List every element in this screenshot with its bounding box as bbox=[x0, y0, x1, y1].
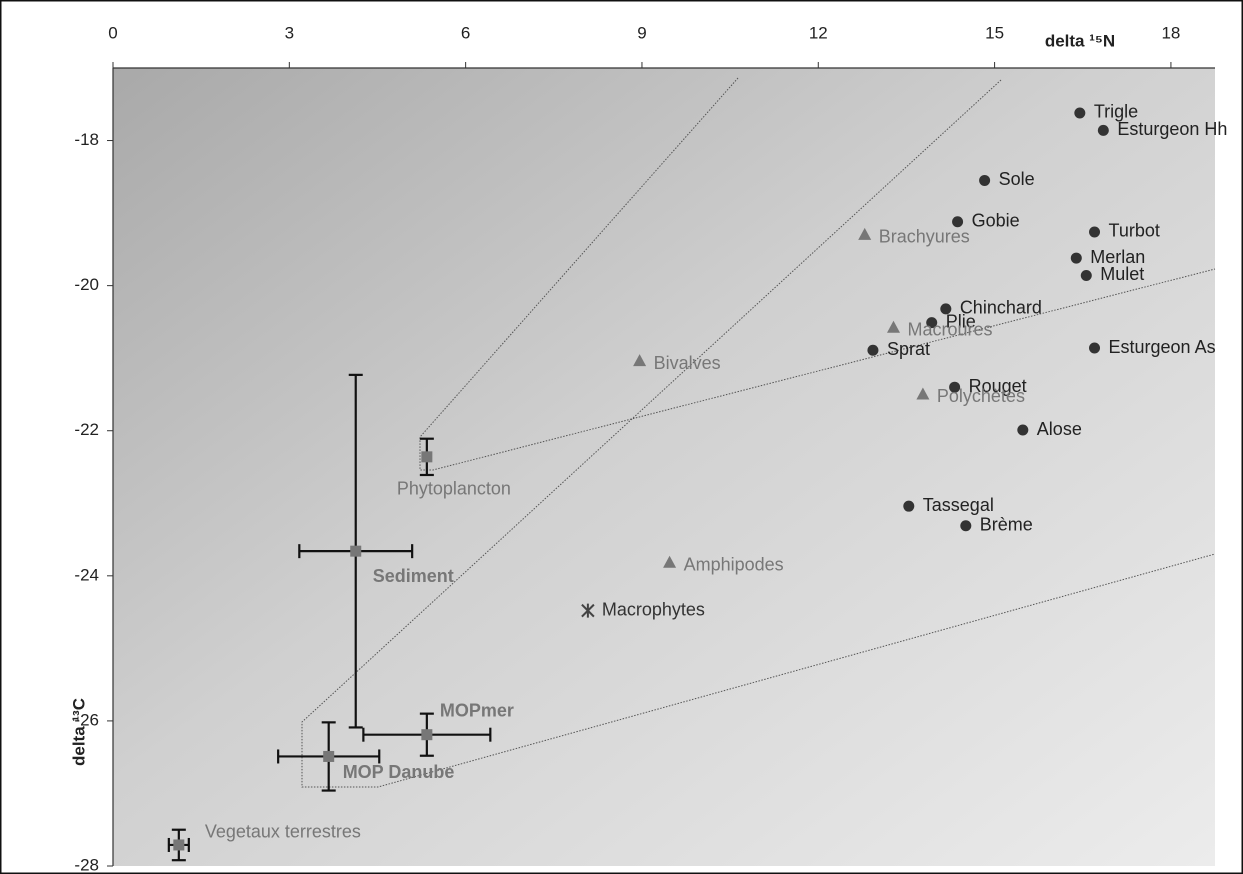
y-tick-label: -18 bbox=[74, 130, 99, 149]
point-label: Chinchard bbox=[960, 298, 1042, 318]
point bbox=[421, 729, 433, 741]
point-label: Trigle bbox=[1094, 102, 1138, 122]
point-label: Amphipodes bbox=[684, 555, 784, 575]
point bbox=[1080, 269, 1092, 281]
point bbox=[916, 387, 930, 400]
y-tick-label: -22 bbox=[74, 420, 99, 439]
point-label: Sole bbox=[999, 169, 1035, 189]
point-label: Phytoplancton bbox=[397, 479, 511, 499]
x-axis-label: delta ¹⁵N bbox=[1045, 31, 1115, 50]
point bbox=[633, 354, 647, 367]
x-tick-label: 6 bbox=[461, 23, 470, 42]
point bbox=[323, 750, 335, 762]
point-label: Turbot bbox=[1109, 221, 1160, 241]
marks: 0 3 6 9 12 15 18-28-26-24-22-20-18TrigleEsturg… bbox=[74, 23, 1227, 874]
point bbox=[173, 839, 185, 851]
point-label: Tassegal bbox=[923, 495, 994, 515]
point bbox=[979, 174, 991, 186]
point-label: Polychètes bbox=[937, 386, 1025, 406]
point bbox=[867, 344, 879, 356]
point-label: Bivalves bbox=[654, 353, 721, 373]
point-label: Mulet bbox=[1100, 264, 1144, 284]
point-label: Alose bbox=[1037, 419, 1082, 439]
x-tick-label: 12 bbox=[809, 23, 828, 42]
point bbox=[1070, 252, 1082, 264]
y-tick-label: -24 bbox=[74, 565, 99, 584]
point bbox=[926, 317, 938, 329]
point-label: MOPmer bbox=[440, 700, 514, 720]
y-tick-label: -20 bbox=[74, 275, 99, 294]
plot-area bbox=[113, 68, 1215, 866]
point-label: Brème bbox=[980, 515, 1033, 535]
point bbox=[940, 303, 952, 315]
point bbox=[887, 320, 901, 333]
point-label: Gobie bbox=[972, 211, 1020, 231]
point bbox=[1017, 424, 1029, 436]
y-tick-label: -26 bbox=[74, 710, 99, 729]
point-label: Macrophytes bbox=[602, 599, 705, 619]
point bbox=[1097, 124, 1109, 136]
point-label: Sprat bbox=[887, 339, 930, 359]
y-axis-label: delta ¹³C bbox=[69, 698, 88, 766]
point bbox=[960, 520, 972, 532]
point-label: Merlan bbox=[1090, 247, 1145, 267]
x-tick-label: 18 bbox=[1161, 23, 1180, 42]
point bbox=[949, 381, 961, 393]
guide-lines bbox=[301, 77, 1216, 788]
point-label: Brachyures bbox=[879, 227, 970, 247]
x-tick-label: 0 bbox=[108, 23, 117, 42]
x-tick-label: 15 bbox=[985, 23, 1004, 42]
point-label: Esturgeon Hh bbox=[1117, 119, 1227, 139]
point-label: Vegetaux terrestres bbox=[205, 822, 361, 842]
point bbox=[952, 216, 964, 228]
point bbox=[903, 500, 915, 512]
point-label: Esturgeon As bbox=[1109, 337, 1216, 357]
point-label: Macroures bbox=[908, 319, 993, 339]
point bbox=[858, 227, 872, 240]
y-tick-label: -28 bbox=[74, 855, 99, 874]
point-label: MOP Danube bbox=[343, 762, 455, 782]
x-tick-label: 9 bbox=[637, 23, 646, 42]
point-label: Plie bbox=[946, 311, 976, 331]
point-label: Sediment bbox=[373, 566, 454, 586]
point bbox=[1089, 226, 1101, 238]
point bbox=[421, 451, 433, 463]
point-label: Rouget bbox=[969, 376, 1027, 396]
point bbox=[581, 603, 595, 618]
point bbox=[350, 545, 362, 557]
point bbox=[1074, 107, 1086, 119]
point bbox=[663, 555, 677, 568]
point bbox=[1089, 342, 1101, 354]
x-tick-label: 3 bbox=[285, 23, 294, 42]
